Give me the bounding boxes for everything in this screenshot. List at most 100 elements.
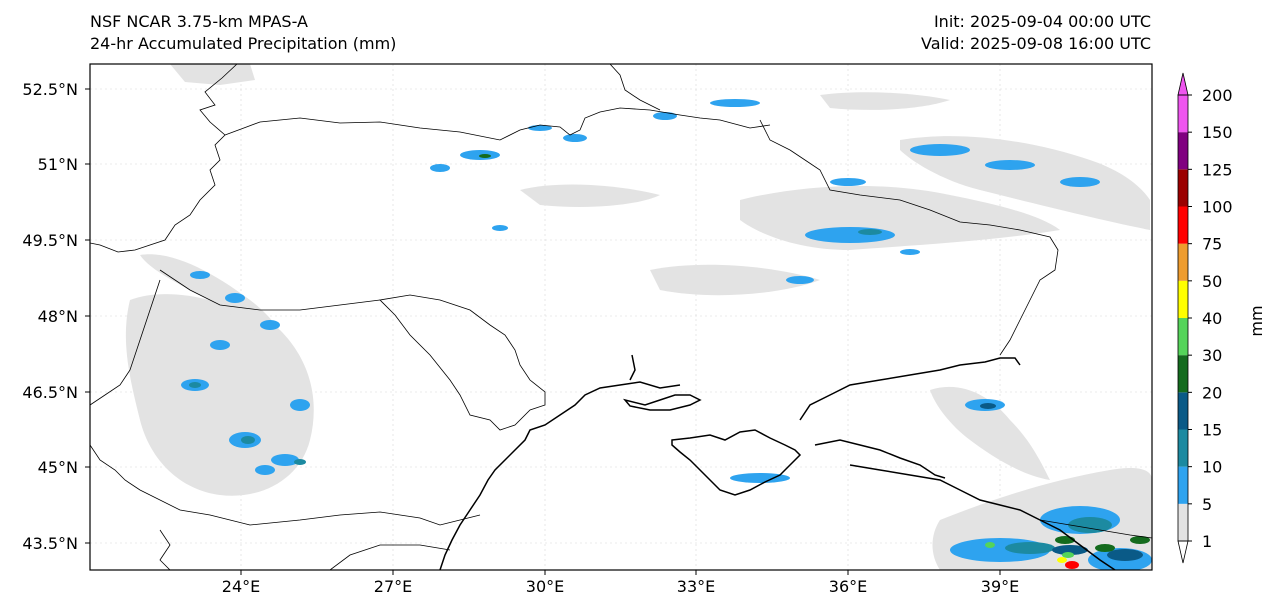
- precip-cell-romania-3: [271, 454, 299, 466]
- colorbar-segment: [1178, 318, 1188, 356]
- coast-caucasus: [849, 464, 1116, 570]
- colorbar-tick-label: 125: [1202, 160, 1233, 179]
- colorbar-tick-label: 100: [1202, 198, 1233, 217]
- lat-tick-label: 45°N: [38, 458, 78, 477]
- precip-trace-east-band-3: [900, 136, 1150, 230]
- lon-tick-label: 30°E: [526, 577, 564, 596]
- precip-30-40mm: [985, 542, 1074, 558]
- precip-trace-romania: [125, 294, 314, 496]
- colorbar-tick-label: 75: [1202, 235, 1222, 254]
- precip-trace-east-band-2: [820, 92, 950, 110]
- border-russia-belarus: [609, 64, 661, 111]
- precip-cell-caucasus-10: [1130, 536, 1150, 544]
- precip-10-20mm: [189, 229, 1112, 554]
- precip-cell-north-2: [563, 134, 587, 142]
- map-frame: [89, 63, 1153, 571]
- colorbar-tick-label: 50: [1202, 272, 1222, 291]
- precip-cell-romania-5: [210, 340, 230, 350]
- colorbar-segment: [1178, 206, 1188, 244]
- lat-tick-label: 46.5°N: [22, 383, 78, 402]
- lat-tick-label: 52.5°N: [22, 80, 78, 99]
- colorbar-tick-label: 20: [1202, 383, 1222, 402]
- coastlines: [439, 354, 1116, 570]
- border-romania-west: [90, 279, 161, 406]
- init-time: Init: 2025-09-04 00:00 UTC: [933, 12, 1151, 31]
- precip-cell-romania-9: [294, 459, 306, 465]
- border-bulgaria: [159, 529, 451, 570]
- lat-tick-label: 43.5°N: [22, 534, 78, 553]
- border-romania-south: [149, 494, 481, 526]
- precip-cell-east-5: [830, 178, 866, 186]
- colorbar-segment: [1178, 280, 1188, 318]
- colorbar-tick-label: 1: [1202, 532, 1212, 551]
- border-serbia: [90, 444, 151, 496]
- precip-cell-caucasus-5: [1068, 517, 1112, 533]
- lon-tick-label: 27°E: [374, 577, 412, 596]
- precip-cell-romania-8: [241, 436, 255, 444]
- latitude-ticks: 52.5°N 51°N 49.5°N 48°N 46.5°N 45°N 43.5°N: [22, 80, 90, 553]
- precip-cell-caucasus-9: [1095, 544, 1115, 552]
- border-georgia-russia: [1039, 519, 1152, 539]
- precip-cell-north-6: [430, 164, 450, 172]
- precip-cell-caucasus-12: [985, 542, 995, 548]
- precip-cell-east-7: [900, 249, 920, 255]
- lon-tick-label: 36°E: [829, 577, 867, 596]
- border-moldova: [379, 294, 546, 431]
- precip-trace-azov: [930, 386, 1050, 480]
- precip-cell-east-4: [1060, 177, 1100, 187]
- lon-tick-label: 33°E: [677, 577, 715, 596]
- precip-cell-caucasus-13: [1057, 557, 1067, 563]
- coast-azov-north: [799, 357, 1021, 421]
- colorbar-segment: [1178, 466, 1188, 504]
- title-left: NSF NCAR 3.75-km MPAS-A 24-hr Accumulate…: [90, 11, 396, 55]
- colorbar-segment: [1178, 503, 1188, 541]
- precip-cell-east-6: [786, 276, 814, 284]
- precip-cell-carpathians-3: [260, 320, 280, 330]
- precip-40-75mm: [1057, 557, 1067, 563]
- colorbar-segment: [1178, 243, 1188, 281]
- colorbar-tick-label: 200: [1202, 86, 1233, 105]
- colorbar-tick-label: 40: [1202, 309, 1222, 328]
- precip-trace-carpathians: [140, 254, 290, 345]
- precip-cell-north-4: [710, 99, 760, 107]
- precip-cell-romania-7: [189, 382, 201, 388]
- valid-time: Valid: 2025-09-08 16:00 UTC: [920, 34, 1151, 53]
- border-belarus-poland: [90, 64, 238, 253]
- longitude-ticks: 24°E 27°E 30°E 33°E 36°E 39°E: [222, 570, 1019, 596]
- border-ukraine-russia-north: [759, 119, 1059, 356]
- colorbar-segment: [1178, 132, 1188, 170]
- lat-tick-label: 51°N: [38, 155, 78, 174]
- precip-trace-north-belarus: [170, 64, 255, 85]
- title-right: Init: 2025-09-04 00:00 UTC Valid: 2025-0…: [921, 11, 1151, 55]
- precip-cell-caucasus-4: [1005, 542, 1055, 554]
- colorbar-extend-max: [1177, 72, 1189, 96]
- precip-cell-north-3: [653, 112, 677, 120]
- precip-trace-kyiv-band: [520, 184, 660, 207]
- coast-dnieper-estuary: [622, 354, 702, 411]
- coast-crimea: [671, 429, 802, 496]
- colorbar-tick-label: 15: [1202, 421, 1222, 440]
- precip-cell-caucasus-14: [1065, 561, 1079, 569]
- model-title: NSF NCAR 3.75-km MPAS-A: [90, 12, 308, 31]
- border-belarus-ukraine: [224, 107, 771, 141]
- colorbar-tick-label: 5: [1202, 495, 1212, 514]
- field-title: 24-hr Accumulated Precipitation (mm): [90, 34, 397, 53]
- colorbar-extend-min: [1177, 540, 1189, 564]
- precip-cell-romania-6: [255, 465, 275, 475]
- colorbar-tick-label: 150: [1202, 123, 1233, 142]
- colorbar-segment: [1178, 355, 1188, 393]
- precip-cell-north-7: [492, 225, 508, 231]
- precip-15-20mm: [980, 403, 1143, 561]
- lon-tick-label: 39°E: [981, 577, 1019, 596]
- colorbar-tick-label: 10: [1202, 458, 1222, 477]
- colorbar-segment: [1178, 169, 1188, 207]
- precip-trace-central-band: [650, 264, 820, 296]
- colorbar-tick-label: 30: [1202, 346, 1222, 365]
- precip-cell-carpathians-2: [225, 293, 245, 303]
- lat-tick-label: 48°N: [38, 307, 78, 326]
- coast-azov-south: [814, 439, 946, 479]
- precip-cell-caucasus-11: [1062, 552, 1074, 558]
- coast-west-black-sea: [439, 381, 681, 570]
